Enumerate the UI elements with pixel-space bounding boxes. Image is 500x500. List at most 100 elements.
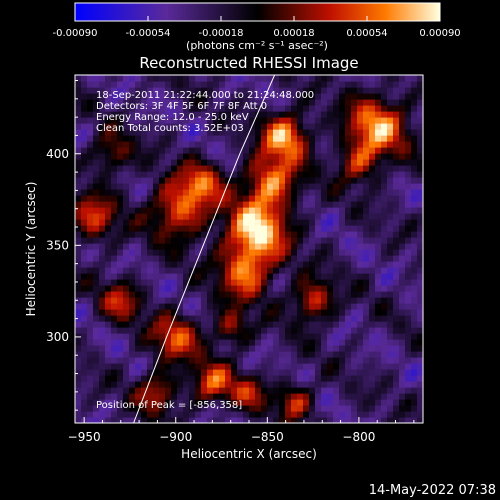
heatmap-cell <box>339 399 346 406</box>
heatmap-cell <box>189 111 196 118</box>
heatmap-cell <box>219 369 226 376</box>
heatmap-cell <box>201 285 208 292</box>
heatmap-cell <box>321 363 328 370</box>
heatmap-cell <box>111 225 118 232</box>
heatmap-cell <box>141 243 148 250</box>
heatmap-cell <box>189 321 196 328</box>
heatmap-cell <box>75 117 82 124</box>
heatmap-cell <box>129 195 136 202</box>
heatmap-cell <box>279 315 286 322</box>
heatmap-cell <box>279 393 286 400</box>
heatmap-cell <box>315 411 322 418</box>
heatmap-cell <box>375 333 382 340</box>
heatmap-cell <box>237 237 244 244</box>
heatmap-cell <box>327 303 334 310</box>
heatmap-cell <box>291 393 298 400</box>
heatmap-cell <box>99 261 106 268</box>
heatmap-cell <box>405 249 412 256</box>
heatmap-cell <box>303 339 310 346</box>
heatmap-cell <box>93 249 100 256</box>
heatmap-cell <box>309 123 316 130</box>
heatmap-cell <box>339 387 346 394</box>
heatmap-cell <box>111 417 118 423</box>
heatmap-cell <box>129 147 136 154</box>
heatmap-cell <box>75 237 82 244</box>
heatmap-cell <box>411 165 418 172</box>
heatmap-cell <box>321 255 328 262</box>
heatmap-cell <box>411 237 418 244</box>
heatmap-cell <box>363 393 370 400</box>
heatmap-cell <box>81 363 88 370</box>
heatmap-cell <box>207 321 214 328</box>
heatmap-cell <box>357 267 364 274</box>
heatmap-cell <box>99 123 106 130</box>
heatmap-cell <box>255 345 262 352</box>
heatmap-cell <box>87 369 94 376</box>
heatmap-cell <box>171 309 178 316</box>
heatmap-cell <box>75 111 82 118</box>
heatmap-cell <box>411 327 418 334</box>
heatmap-cell <box>231 249 238 256</box>
heatmap-cell <box>141 147 148 154</box>
heatmap-cell <box>219 213 226 220</box>
heatmap-cell <box>117 243 124 250</box>
heatmap-cell <box>393 93 400 100</box>
heatmap-cell <box>117 129 124 136</box>
heatmap-cell <box>147 99 154 106</box>
heatmap-cell <box>81 255 88 262</box>
heatmap-cell <box>393 399 400 406</box>
heatmap-cell <box>387 99 394 106</box>
heatmap-cell <box>369 249 376 256</box>
heatmap-cell <box>273 201 280 208</box>
heatmap-cell <box>297 75 304 82</box>
heatmap-cell <box>165 153 172 160</box>
heatmap-cell <box>237 393 244 400</box>
heatmap-cell <box>321 261 328 268</box>
heatmap-cell <box>237 279 244 286</box>
heatmap-cell <box>249 309 256 316</box>
heatmap-cell <box>243 189 250 196</box>
heatmap-cell <box>213 279 220 286</box>
heatmap-cell <box>267 387 274 394</box>
heatmap-cell <box>105 165 112 172</box>
heatmap-cell <box>345 315 352 322</box>
heatmap-cell <box>129 117 136 124</box>
heatmap-cell <box>315 231 322 238</box>
heatmap-cell <box>225 261 232 268</box>
heatmap-cell <box>285 321 292 328</box>
heatmap-cell <box>165 369 172 376</box>
heatmap-cell <box>369 165 376 172</box>
heatmap-cell <box>381 381 388 388</box>
heatmap-cell <box>105 105 112 112</box>
heatmap-cell <box>399 327 406 334</box>
heatmap-cell <box>315 291 322 298</box>
heatmap-cell <box>285 201 292 208</box>
heatmap-cell <box>177 387 184 394</box>
heatmap-cell <box>285 357 292 364</box>
heatmap-cell <box>255 315 262 322</box>
heatmap-cell <box>105 285 112 292</box>
heatmap-cell <box>405 351 412 358</box>
heatmap-cell <box>243 411 250 418</box>
heatmap-cell <box>255 93 262 100</box>
heatmap-cell <box>375 99 382 106</box>
heatmap-cell <box>285 345 292 352</box>
heatmap-cell <box>345 291 352 298</box>
heatmap-cell <box>81 189 88 196</box>
heatmap-cell <box>159 105 166 112</box>
heatmap-cell <box>195 297 202 304</box>
heatmap-cell <box>189 417 196 423</box>
heatmap-cell <box>237 207 244 214</box>
heatmap-cell <box>231 231 238 238</box>
heatmap-cell <box>279 147 286 154</box>
heatmap-cell <box>267 171 274 178</box>
heatmap-cell <box>357 393 364 400</box>
heatmap-cell <box>129 279 136 286</box>
heatmap-cell <box>381 417 388 423</box>
heatmap-cell <box>153 345 160 352</box>
heatmap-cell <box>417 411 423 418</box>
heatmap-cell <box>189 117 196 124</box>
heatmap-cell <box>321 327 328 334</box>
heatmap-cell <box>339 81 346 88</box>
heatmap-cell <box>171 87 178 94</box>
